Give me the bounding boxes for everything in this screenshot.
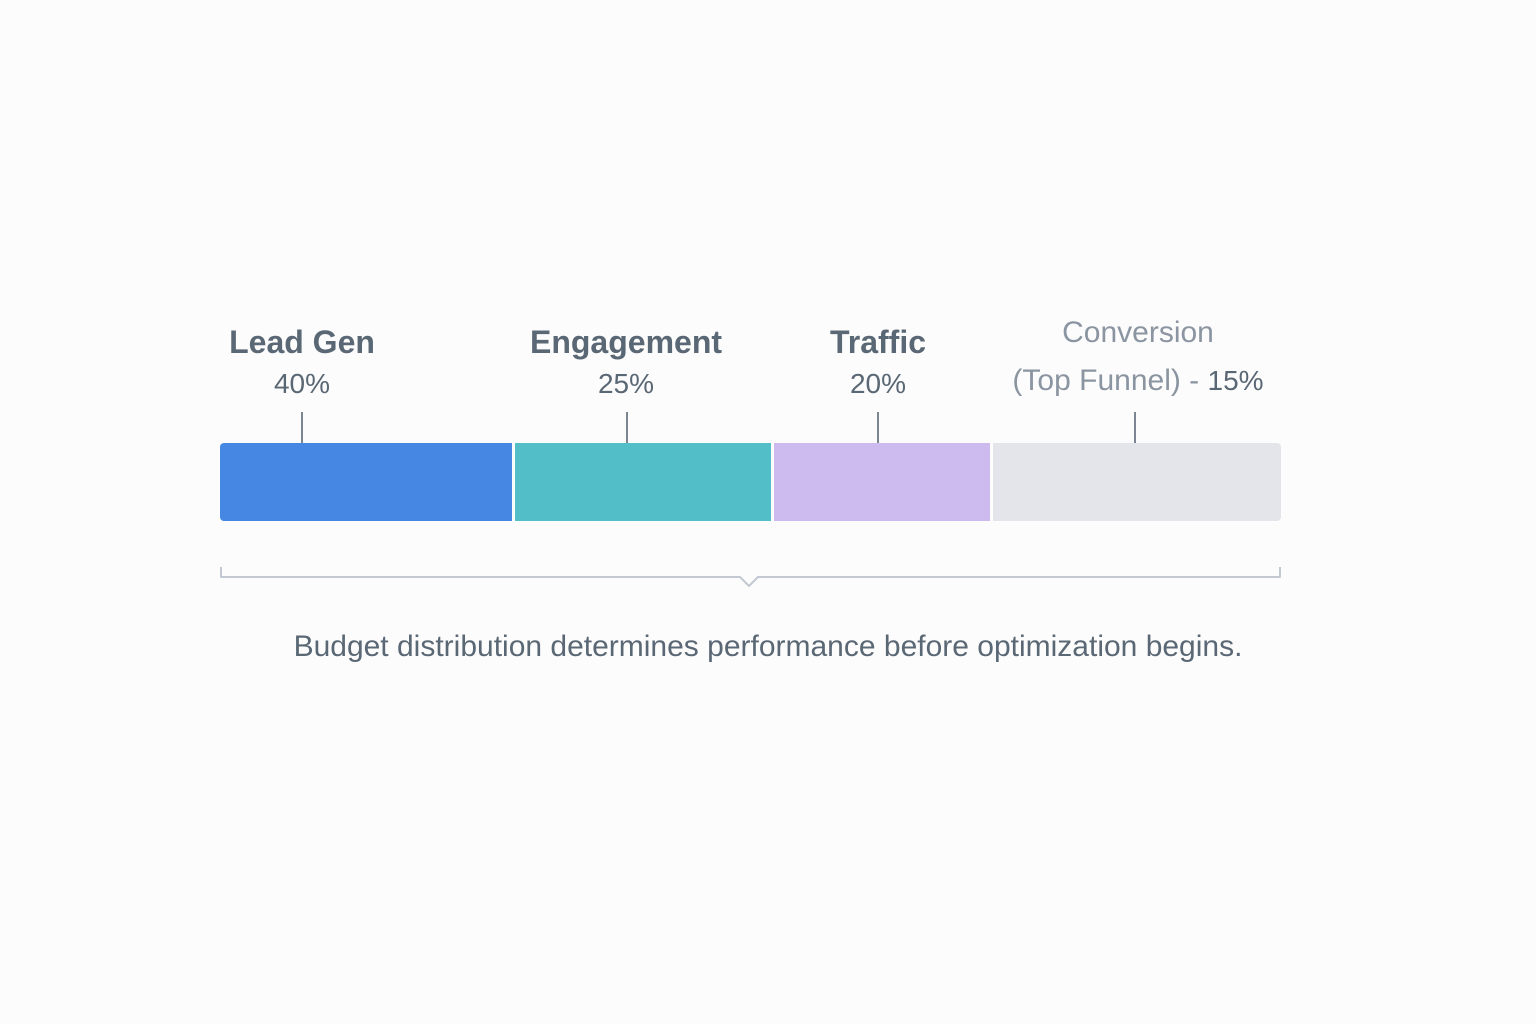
bar-segment-conversion[interactable] <box>993 443 1281 521</box>
bar-segment-engagement[interactable] <box>515 443 771 521</box>
segment-title: Engagement <box>529 324 723 360</box>
segment-label-traffic: Traffic 20% <box>830 322 926 404</box>
tick-traffic <box>877 412 879 443</box>
segment-subtitle-text: (Top Funnel) - <box>1012 364 1200 397</box>
tick-engagement <box>626 412 628 443</box>
chart-caption: Budget distribution determines performan… <box>0 630 1536 664</box>
segment-label-conversion: Conversion (Top Funnel) - 15% <box>1012 313 1263 401</box>
bar-segment-traffic[interactable] <box>774 443 990 521</box>
tick-lead-gen <box>301 412 303 443</box>
segment-label-lead-gen: Lead Gen 40% <box>229 322 375 404</box>
segment-title: Conversion <box>1062 316 1214 349</box>
segment-percent: 40% <box>273 368 331 399</box>
segment-percent: 20% <box>849 368 907 399</box>
segment-percent: 15% <box>1207 365 1264 396</box>
segment-percent: 25% <box>597 368 655 399</box>
bar-segment-lead-gen[interactable] <box>220 443 512 521</box>
segment-subtitle: (Top Funnel) - 15% <box>1012 361 1263 401</box>
segment-title: Lead Gen <box>229 324 375 360</box>
total-bracket <box>220 567 1281 587</box>
segment-label-engagement: Engagement 25% <box>530 322 722 404</box>
segment-title: Traffic <box>829 324 927 360</box>
caption-text: Budget distribution determines performan… <box>293 630 1243 663</box>
tick-conversion <box>1134 412 1136 443</box>
